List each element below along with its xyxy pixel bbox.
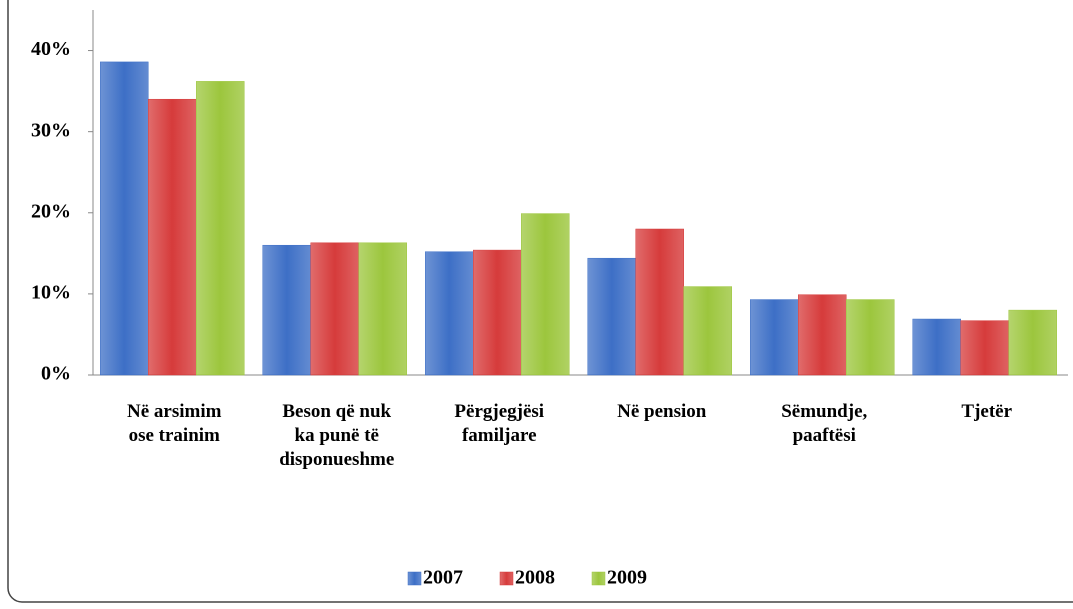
y-tick-label: 40% xyxy=(31,38,71,60)
legend-label: 2007 xyxy=(423,567,463,589)
legend-swatch xyxy=(591,571,606,586)
y-tick-label: 30% xyxy=(31,119,71,141)
bar xyxy=(912,318,961,376)
bar xyxy=(196,81,245,376)
legend-label: 2008 xyxy=(515,567,555,589)
x-tick-label: Në arsimim ose trainim xyxy=(127,401,222,446)
legend-label: 2009 xyxy=(607,567,647,589)
bar xyxy=(148,98,197,376)
bar xyxy=(960,320,1009,376)
legend-swatch xyxy=(499,571,514,586)
x-tick-label: Tjetër xyxy=(961,401,1013,422)
bar xyxy=(358,242,407,376)
bar xyxy=(310,242,359,376)
bar xyxy=(798,294,847,376)
bar xyxy=(100,61,149,376)
bar xyxy=(1008,309,1057,376)
x-tick-label: Në pension xyxy=(617,401,707,422)
x-tick-label: Përgjegjësi familjare xyxy=(454,401,545,446)
legend-swatch xyxy=(407,571,422,586)
x-tick-label: Beson që nuk ka punë të disponueshme xyxy=(279,401,395,470)
frame xyxy=(7,0,1073,603)
x-tick-label: Sëmundje, paaftësi xyxy=(781,401,868,446)
bar xyxy=(473,249,522,376)
bar xyxy=(425,251,474,376)
bar xyxy=(521,213,570,376)
bar xyxy=(683,286,732,376)
bar xyxy=(846,299,895,376)
y-tick-label: 0% xyxy=(41,363,71,385)
bar xyxy=(262,244,311,376)
y-tick-label: 20% xyxy=(31,200,71,222)
bar xyxy=(635,228,684,376)
bar xyxy=(587,257,636,376)
y-tick-label: 10% xyxy=(31,281,71,303)
bar xyxy=(750,299,799,376)
